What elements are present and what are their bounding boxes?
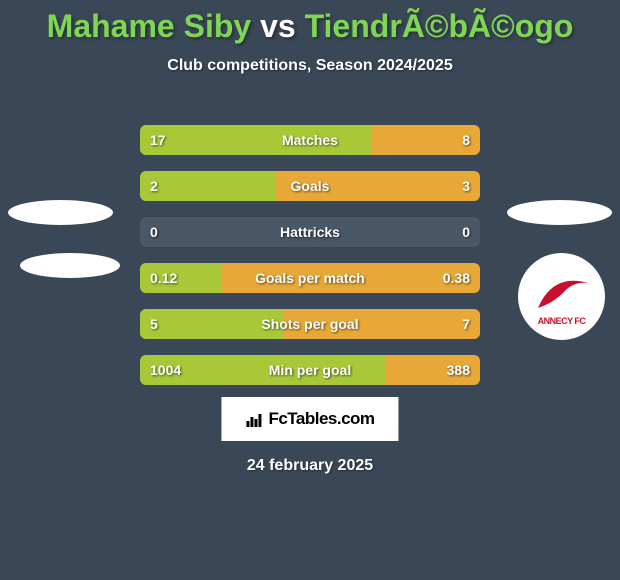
season-subtitle: Club competitions, Season 2024/2025 — [0, 57, 620, 75]
annecy-swoosh-icon — [518, 253, 605, 340]
bars-icon — [245, 411, 265, 427]
left-team-logo-1 — [8, 200, 113, 225]
stat-label: Goals — [140, 178, 480, 194]
stats-table: 17Matches8 2Goals3 0Hattricks0 0.12Goals pe… — [140, 125, 480, 401]
stat-label: Shots per goal — [140, 316, 480, 332]
comparison-title: Mahame Siby vs TiendrÃ©bÃ©ogo — [0, 0, 620, 45]
fctables-badge: FcTables.com — [221, 397, 398, 441]
vs-separator: vs — [260, 8, 296, 44]
stat-label: Goals per match — [140, 270, 480, 286]
stat-value-right: 3 — [462, 178, 470, 194]
left-team-logo-2 — [20, 253, 120, 278]
stat-row: 1004Min per goal388 — [140, 355, 480, 385]
stat-row: 0.12Goals per match0.38 — [140, 263, 480, 293]
fctables-text: FcTables.com — [268, 409, 374, 429]
stat-row: 5Shots per goal7 — [140, 309, 480, 339]
right-team-logo-2: ANNECY FC — [518, 253, 605, 340]
stat-value-right: 8 — [462, 132, 470, 148]
annecy-label: ANNECY FC — [518, 316, 605, 326]
stat-value-right: 7 — [462, 316, 470, 332]
footer-date: 24 february 2025 — [247, 457, 373, 475]
player1-name: Mahame Siby — [47, 8, 252, 44]
annecy-fc-logo: ANNECY FC — [518, 253, 605, 340]
player2-name: TiendrÃ©bÃ©ogo — [305, 8, 574, 44]
stat-value-right: 388 — [447, 362, 470, 378]
stat-row: 17Matches8 — [140, 125, 480, 155]
stat-value-right: 0.38 — [443, 270, 470, 286]
stat-value-right: 0 — [462, 224, 470, 240]
stat-label: Hattricks — [140, 224, 480, 240]
stat-label: Matches — [140, 132, 480, 148]
right-team-logo-1 — [507, 200, 612, 225]
stat-row: 2Goals3 — [140, 171, 480, 201]
stat-label: Min per goal — [140, 362, 480, 378]
stat-row: 0Hattricks0 — [140, 217, 480, 247]
